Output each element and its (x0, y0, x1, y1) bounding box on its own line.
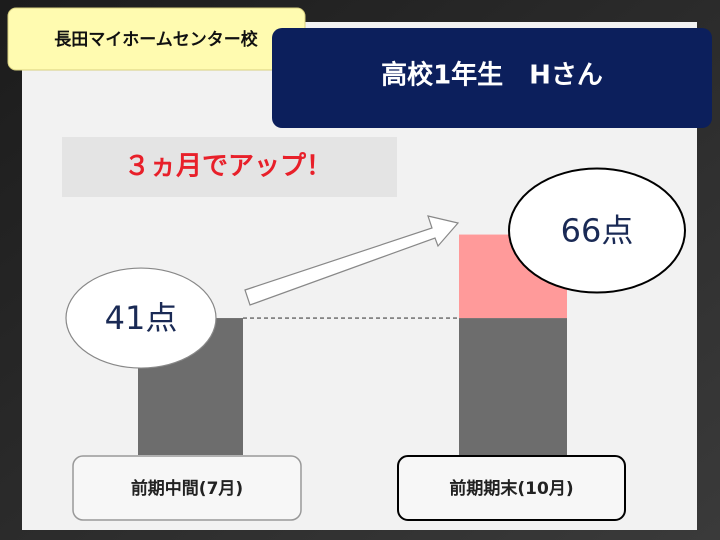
annotation-box (62, 137, 397, 197)
value-label: 41点 (105, 299, 178, 337)
title-box (272, 28, 712, 128)
title: 高校1年生 Hさん (381, 60, 603, 91)
school-label: 長田マイホームセンター校 (54, 29, 258, 50)
category-label: 前期期末(10月) (449, 478, 573, 499)
value-label: 66点 (561, 212, 634, 250)
arrow (244, 215, 460, 306)
category-box (72, 455, 302, 521)
category-box (397, 455, 626, 521)
value-bubble (65, 267, 217, 369)
category-label: 前期中間(7月) (131, 478, 243, 499)
annotation: ３ヵ月でアップ！ (124, 152, 332, 182)
bar-base (459, 318, 567, 455)
value-bubble (508, 167, 686, 294)
